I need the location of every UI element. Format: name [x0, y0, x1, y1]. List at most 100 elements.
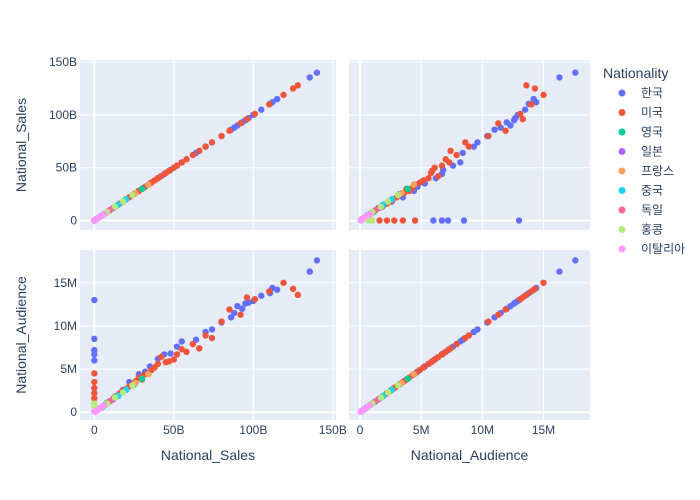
point-미국[interactable]: [438, 162, 446, 169]
point-한국[interactable]: [167, 350, 174, 357]
point-미국[interactable]: [226, 306, 233, 313]
point-미국[interactable]: [183, 156, 190, 163]
point-미국[interactable]: [399, 217, 407, 224]
point-미국[interactable]: [91, 378, 98, 386]
point-프랑스[interactable]: [410, 181, 418, 188]
point-미국[interactable]: [502, 306, 509, 313]
point-미국[interactable]: [237, 120, 244, 127]
point-미국[interactable]: [523, 82, 530, 89]
point-미국[interactable]: [202, 143, 209, 150]
point-미국[interactable]: [243, 115, 251, 123]
legend-item-일본[interactable]: 일본: [618, 145, 664, 159]
point-미국[interactable]: [519, 294, 526, 301]
point-한국[interactable]: [556, 268, 563, 275]
point-미국[interactable]: [218, 318, 225, 325]
point-미국[interactable]: [294, 82, 302, 89]
point-영국[interactable]: [404, 185, 411, 193]
point-한국[interactable]: [521, 106, 529, 113]
point-한국[interactable]: [227, 314, 235, 321]
point-홍콩[interactable]: [119, 389, 127, 396]
point-한국[interactable]: [273, 95, 281, 103]
point-홍콩[interactable]: [377, 203, 385, 210]
point-한국[interactable]: [208, 326, 216, 333]
point-미국[interactable]: [91, 370, 98, 377]
point-한국[interactable]: [242, 300, 249, 307]
point-한국[interactable]: [470, 328, 477, 336]
point-미국[interactable]: [196, 147, 203, 155]
point-미국[interactable]: [435, 353, 442, 361]
point-홍콩[interactable]: [119, 198, 127, 205]
point-홍콩[interactable]: [384, 389, 392, 396]
point-미국[interactable]: [453, 340, 460, 348]
point-한국[interactable]: [556, 74, 563, 81]
point-한국[interactable]: [515, 217, 523, 224]
point-미국[interactable]: [208, 334, 216, 342]
point-미국[interactable]: [495, 311, 502, 318]
point-미국[interactable]: [280, 91, 287, 99]
point-미국[interactable]: [178, 159, 185, 166]
legend-item-미국[interactable]: 미국: [618, 106, 664, 120]
legend-item-이탈리아[interactable]: 이탈리아: [618, 242, 686, 256]
point-프랑스[interactable]: [145, 181, 152, 188]
point-한국[interactable]: [430, 217, 437, 224]
point-홍콩[interactable]: [129, 382, 136, 389]
point-미국[interactable]: [383, 217, 391, 224]
point-이탈리아[interactable]: [91, 408, 98, 415]
point-미국[interactable]: [435, 172, 442, 180]
point-미국[interactable]: [91, 384, 98, 392]
point-미국[interactable]: [427, 169, 435, 177]
point-이탈리아[interactable]: [358, 408, 365, 415]
point-한국[interactable]: [444, 217, 452, 224]
point-미국[interactable]: [183, 348, 190, 356]
point-한국[interactable]: [572, 257, 579, 264]
point-미국[interactable]: [446, 346, 453, 353]
point-미국[interactable]: [495, 120, 502, 127]
point-미국[interactable]: [447, 147, 454, 155]
point-한국[interactable]: [91, 296, 98, 304]
point-미국[interactable]: [519, 115, 526, 123]
point-미국[interactable]: [294, 291, 302, 299]
point-한국[interactable]: [313, 257, 321, 264]
legend-item-홍콩[interactable]: 홍콩: [618, 223, 664, 237]
point-미국[interactable]: [189, 151, 197, 159]
point-홍콩[interactable]: [111, 203, 119, 210]
point-미국[interactable]: [208, 139, 216, 146]
point-미국[interactable]: [531, 85, 539, 92]
point-한국[interactable]: [173, 343, 181, 350]
point-프랑스[interactable]: [410, 371, 418, 378]
point-미국[interactable]: [91, 390, 98, 397]
point-미국[interactable]: [462, 139, 469, 146]
point-홍콩[interactable]: [394, 191, 402, 199]
point-한국[interactable]: [572, 69, 579, 76]
point-한국[interactable]: [306, 268, 313, 275]
point-미국[interactable]: [157, 353, 165, 361]
point-미국[interactable]: [453, 151, 460, 159]
point-미국[interactable]: [425, 360, 432, 368]
legend-item-한국[interactable]: 한국: [618, 86, 664, 100]
point-한국[interactable]: [438, 217, 446, 224]
point-미국[interactable]: [376, 217, 383, 224]
point-한국[interactable]: [238, 305, 246, 312]
point-한국[interactable]: [91, 351, 98, 358]
point-이탈리아[interactable]: [358, 217, 365, 224]
point-미국[interactable]: [416, 179, 424, 186]
point-미국[interactable]: [178, 346, 185, 353]
point-홍콩[interactable]: [394, 382, 402, 389]
point-미국[interactable]: [266, 101, 273, 108]
point-미국[interactable]: [237, 311, 244, 318]
point-미국[interactable]: [280, 279, 287, 286]
point-미국[interactable]: [189, 340, 197, 348]
point-한국[interactable]: [234, 302, 241, 310]
point-한국[interactable]: [91, 335, 98, 343]
point-미국[interactable]: [528, 288, 535, 295]
point-이탈리아[interactable]: [91, 217, 98, 224]
point-한국[interactable]: [491, 126, 498, 133]
point-미국[interactable]: [391, 217, 398, 224]
point-한국[interactable]: [178, 338, 185, 345]
point-홍콩[interactable]: [129, 191, 136, 199]
legend-item-영국[interactable]: 영국: [618, 125, 664, 139]
point-한국[interactable]: [507, 122, 514, 129]
point-한국[interactable]: [474, 139, 481, 146]
point-미국[interactable]: [485, 132, 492, 140]
point-홍콩[interactable]: [111, 394, 119, 401]
